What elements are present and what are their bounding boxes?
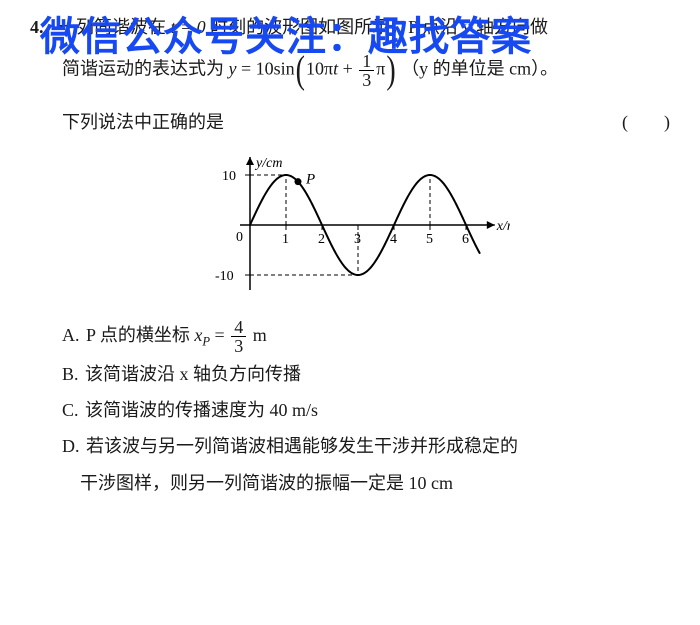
option-d-text1: 若该波与另一列简谐波相遇能够发生干涉并形成稳定的 (86, 436, 518, 456)
svg-text:5: 5 (426, 232, 433, 247)
option-c: C. 该简谐波的传播速度为 40 m/s (62, 393, 670, 427)
stem-line-3: 下列说法中正确的是 ( ) (62, 105, 670, 139)
svg-text:10: 10 (222, 169, 236, 184)
wave-chart: 123456010-10y/cmx/mP (30, 145, 670, 310)
option-a: A. P 点的横坐标 xP = 43 m (62, 318, 670, 355)
svg-text:1: 1 (282, 232, 289, 247)
option-b-label: B. (62, 364, 79, 384)
svg-text:2: 2 (318, 232, 325, 247)
question-block: 4. 一列简谐波在 t = 0 时刻的波形图如图所示，P 点沿 y 轴方向做 简… (30, 10, 670, 500)
svg-text:x/m: x/m (496, 219, 510, 234)
option-a-unit: m (248, 325, 267, 345)
option-d-cont: 干涉图样，则另一列简谐波的振幅一定是 10 cm (80, 466, 670, 500)
option-a-label: A. (62, 325, 80, 345)
svg-text:-10: -10 (215, 269, 234, 284)
svg-text:0: 0 (236, 230, 243, 245)
option-a-text: P 点的横坐标 (86, 325, 194, 345)
option-d-text2: 干涉图样，则另一列简谐波的振幅一定是 10 cm (80, 473, 453, 493)
option-d-label: D. (62, 436, 80, 456)
answer-bracket: ( ) (622, 105, 670, 139)
option-b-text: 该简谐波沿 x 轴负方向传播 (85, 364, 301, 384)
svg-text:P: P (305, 171, 315, 187)
option-c-text: 该简谐波的传播速度为 40 m/s (85, 400, 318, 420)
svg-text:y/cm: y/cm (254, 156, 282, 171)
stem-text-3: 下列说法中正确的是 (62, 105, 224, 139)
svg-text:4: 4 (390, 232, 397, 247)
option-a-frac: 43 (231, 318, 246, 355)
option-a-sub: P (202, 334, 210, 348)
option-a-eq: = (210, 325, 229, 345)
option-b: B. 该简谐波沿 x 轴负方向传播 (62, 357, 670, 391)
svg-text:6: 6 (462, 232, 469, 247)
watermark-text: 微信公众号关注：趣找答案 (40, 4, 532, 62)
option-c-label: C. (62, 400, 79, 420)
option-d: D. 若该波与另一列简谐波相遇能够发生干涉并形成稳定的 (62, 429, 670, 463)
